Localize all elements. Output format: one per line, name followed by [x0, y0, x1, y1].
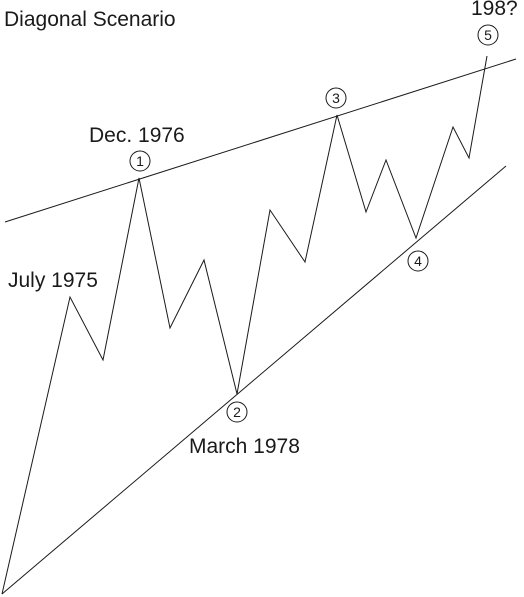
annotation-dec-1976: Dec. 1976	[89, 124, 185, 147]
wave-marker-3-circle	[325, 87, 347, 109]
wave-marker-2: 2	[226, 401, 248, 423]
wave-marker-3-label: 3	[332, 90, 340, 106]
annotation-july-1975: July 1975	[8, 269, 98, 292]
diagram-title: Diagonal Scenario	[4, 8, 176, 31]
wave-marker-2-label: 2	[233, 404, 241, 420]
wave-marker-3: 3	[325, 87, 347, 109]
wave-marker-4-circle	[407, 250, 429, 272]
wave-marker-2-circle	[226, 401, 248, 423]
wave-marker-4: 4	[407, 250, 429, 272]
wave-marker-1: 1	[129, 150, 151, 172]
annotation-year-198: 198?	[471, 0, 518, 20]
annotation-march-1978: March 1978	[189, 435, 300, 458]
price-path	[1, 55, 488, 595]
wave-marker-5-circle	[477, 24, 499, 46]
wave-marker-5: 5	[477, 24, 499, 46]
wave-marker-1-label: 1	[136, 153, 144, 169]
lower-trendline	[1, 165, 507, 595]
wave-marker-4-label: 4	[414, 253, 422, 269]
wave-marker-1-circle	[129, 150, 151, 172]
wave-marker-5-label: 5	[484, 27, 492, 43]
upper-trendline	[4, 58, 517, 223]
